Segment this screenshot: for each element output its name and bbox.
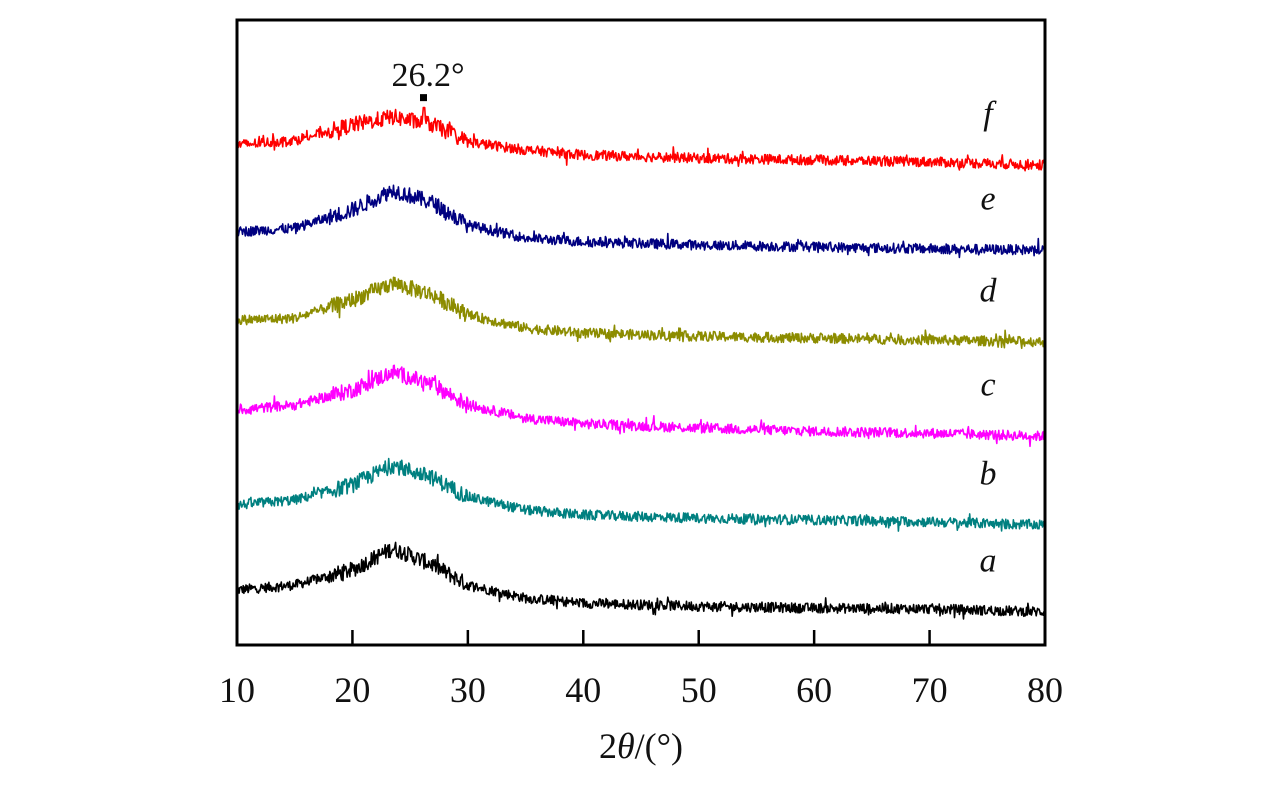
x-tick-label: 80 [1027, 670, 1063, 710]
series-line-d [236, 276, 1046, 350]
plot-frame [235, 18, 1047, 647]
series-labels: a b c d e f [980, 95, 998, 579]
series-label-f: f [983, 95, 997, 132]
series-label-d: d [980, 272, 998, 309]
series-line-b [236, 457, 1046, 532]
series-line-c [236, 364, 1045, 448]
peak-marker [419, 94, 427, 102]
x-tick-label: 20 [334, 670, 370, 710]
series-line-a [236, 541, 1046, 620]
series-label-a: a [980, 542, 997, 579]
x-ticks: 10 20 30 40 50 60 70 80 [219, 630, 1063, 710]
series-label-c: c [980, 367, 995, 404]
series-label-b: b [980, 455, 997, 492]
series-line-e [236, 184, 1046, 259]
x-axis-label: 2θ/(°) [599, 726, 683, 766]
x-tick-label: 70 [912, 670, 948, 710]
x-tick-label: 60 [796, 670, 832, 710]
peak-annotation: 26.2° [391, 57, 464, 94]
x-tick-label: 30 [450, 670, 486, 710]
x-tick-label: 40 [565, 670, 601, 710]
curves-group [236, 106, 1046, 620]
x-tick-label: 10 [219, 670, 255, 710]
series-label-e: e [980, 180, 995, 217]
series-line-f [236, 106, 1046, 172]
annotations: 26.2° [391, 57, 465, 102]
x-tick-label: 50 [681, 670, 717, 710]
